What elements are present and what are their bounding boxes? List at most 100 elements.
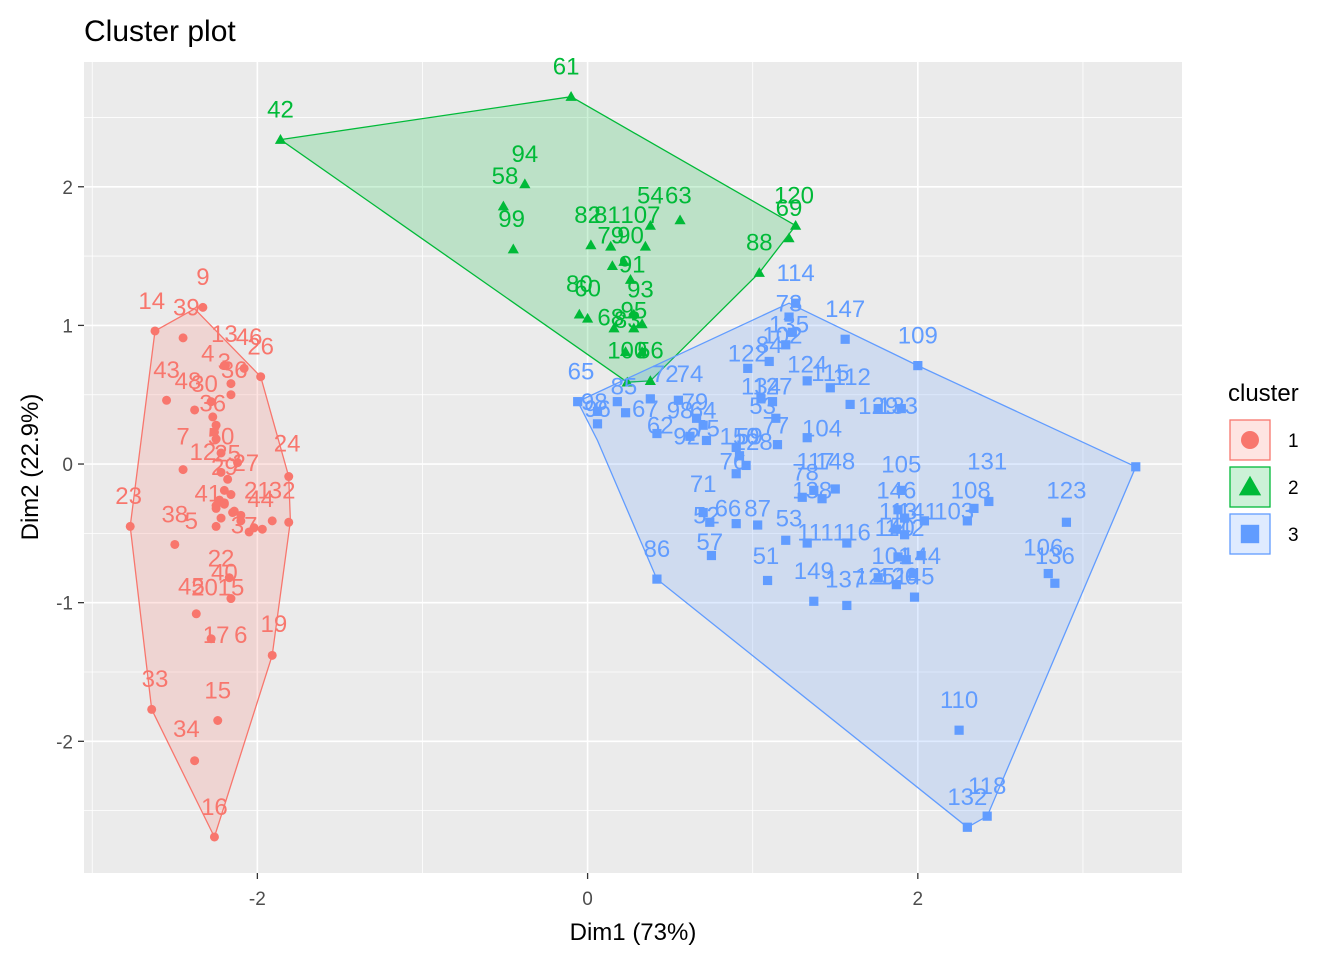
cluster-1-point [239, 363, 249, 373]
y-axis-title: Dim2 (22.9%) [17, 394, 44, 541]
point-label: 6 [234, 622, 247, 649]
cluster-3-hull [576, 302, 1137, 829]
cluster-3-point [784, 312, 794, 322]
point-label: 63 [665, 182, 692, 209]
point-label: 84 [756, 332, 783, 359]
y-tick-label: -1 [56, 594, 73, 615]
cluster-1-point [226, 390, 236, 400]
y-tick-label: 0 [62, 455, 73, 476]
cluster-hulls [129, 96, 1137, 839]
cluster-1-point [219, 485, 229, 495]
cluster-3-point [791, 298, 801, 308]
point-label: 20 [191, 575, 218, 602]
point-label: 99 [498, 206, 525, 233]
cluster-1-point [150, 326, 160, 336]
point-label: 150 [719, 424, 759, 451]
point-label: 76 [720, 449, 747, 476]
cluster-3-point [592, 419, 603, 429]
point-label: 140 [875, 515, 915, 542]
cluster-3-point [797, 492, 807, 502]
cluster-2-point [573, 308, 585, 319]
cluster-3-point [916, 550, 926, 561]
point-label: 29 [211, 454, 238, 481]
point-label: 134 [741, 374, 781, 401]
cluster-3-point [685, 431, 695, 441]
cluster-1-point [206, 397, 216, 407]
point-label: 69 [776, 195, 803, 222]
point-label: 48 [175, 368, 202, 395]
point-label: 110 [940, 687, 978, 714]
cluster-3-point [612, 397, 622, 407]
point-label: 41 [194, 480, 221, 507]
point-label: 113 [879, 498, 917, 525]
point-label: 144 [901, 543, 941, 570]
cluster-3-point [873, 403, 883, 414]
point-label: 38 [161, 501, 188, 528]
cluster-1-point [178, 333, 188, 343]
point-label: 103 [934, 498, 974, 525]
cluster-3-point [698, 420, 708, 430]
point-label: 26 [247, 334, 274, 361]
cluster-3-point [731, 469, 741, 479]
cluster-2-point [497, 200, 509, 211]
cluster-3-point [817, 494, 827, 504]
point-label: 19 [261, 611, 288, 638]
point-label: 32 [269, 478, 296, 505]
point-label: 104 [802, 415, 842, 442]
point-label: 21 [244, 478, 271, 505]
cluster-1-point [219, 361, 229, 371]
cluster-1-point [213, 716, 223, 726]
cluster-2-point [507, 243, 519, 254]
cluster-1-point [162, 395, 172, 405]
cluster-3-point [896, 485, 906, 495]
cluster-2-point [621, 376, 633, 387]
point-label: 82 [574, 202, 601, 229]
point-label: 105 [881, 451, 921, 478]
cluster-3-point [809, 596, 819, 606]
cluster-2-point [628, 322, 640, 333]
cluster-1-point [209, 427, 219, 437]
point-label: 107 [620, 202, 660, 229]
point-label: 135 [769, 311, 809, 338]
point-label: 146 [876, 478, 916, 505]
cluster-3-point [592, 406, 603, 416]
point-label: 22 [208, 546, 235, 573]
cluster-1-point [256, 372, 266, 382]
point-label: 138 [792, 478, 832, 505]
x-tick-label: 2 [913, 889, 924, 910]
cluster-3-point [756, 394, 766, 404]
cluster-3-point [1061, 517, 1072, 527]
cluster-2-point [565, 91, 577, 101]
point-label: 136 [1035, 543, 1075, 570]
cluster-3-point [781, 535, 791, 545]
point-label: 36 [221, 357, 248, 384]
cluster-2-point [639, 240, 651, 251]
point-label: 114 [777, 260, 815, 287]
point-label: 15 [218, 575, 245, 602]
point-label: 61 [553, 53, 580, 80]
cluster-3-point [652, 428, 662, 439]
point-label: 141 [898, 498, 938, 525]
cluster-3-point [802, 538, 812, 548]
cluster-3-point [896, 403, 906, 414]
cluster-1-point [208, 412, 218, 422]
x-tick-label: -2 [249, 889, 266, 910]
cluster-1-point [147, 704, 157, 714]
cluster-3-point [802, 433, 812, 443]
point-label: 77 [762, 413, 789, 440]
cluster-3-point [901, 555, 911, 565]
point-label: 132 [947, 784, 987, 811]
cluster-3-point [1050, 578, 1060, 588]
cluster-3-point [982, 811, 992, 821]
point-label: 51 [753, 543, 780, 570]
point-label: 100 [607, 338, 647, 365]
cluster-1-point [224, 573, 234, 583]
point-label: 67 [632, 396, 659, 423]
point-label: 88 [746, 230, 773, 257]
cluster-3-point [691, 413, 702, 423]
point-label: 65 [568, 358, 595, 385]
cluster-2-point [783, 232, 795, 243]
point-label: 122 [728, 340, 768, 367]
cluster-3-point [706, 550, 717, 561]
cluster-2-point [581, 312, 594, 323]
